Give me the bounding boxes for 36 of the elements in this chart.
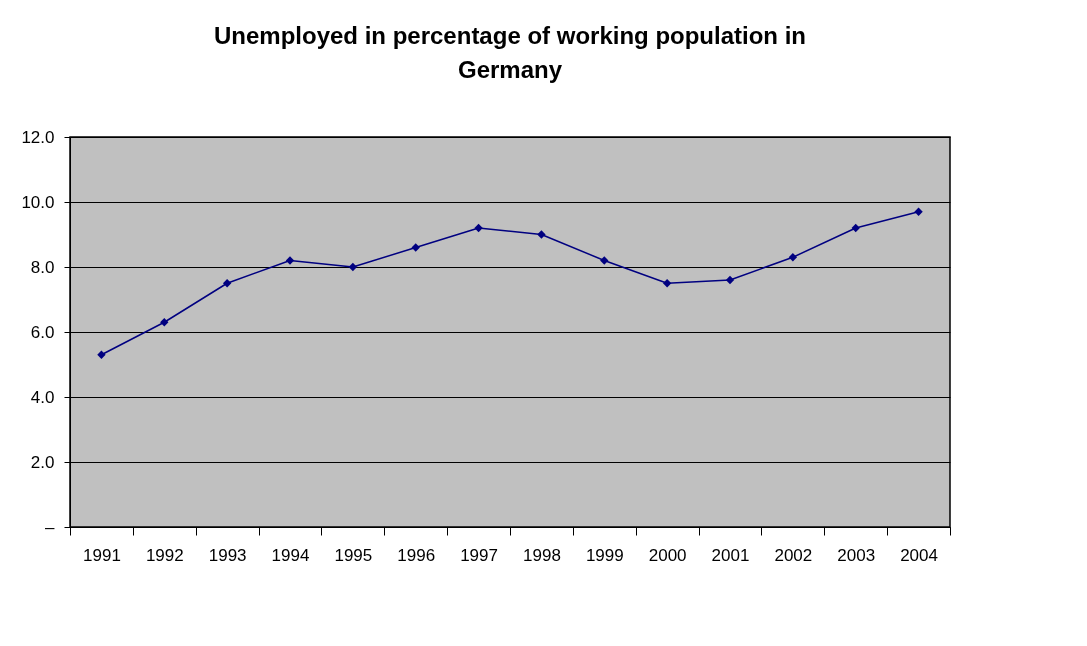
x-tick-label: 1991 — [83, 545, 121, 565]
point — [851, 223, 860, 233]
y-tick-label: 12.0 — [21, 127, 55, 147]
point — [160, 318, 169, 327]
y-tick-label: – — [45, 517, 56, 537]
x-tick-label: 1997 — [460, 545, 498, 565]
y-tick-label: 8.0 — [30, 257, 55, 277]
x-tick-label: 1993 — [208, 545, 247, 565]
x-tick-label: 2004 — [900, 545, 938, 565]
point — [662, 279, 672, 288]
y-tick-label: 10.0 — [21, 192, 55, 212]
x-tick-label: 2002 — [774, 545, 813, 565]
point — [348, 262, 358, 272]
point — [600, 256, 609, 265]
y-tick-label: 4.0 — [30, 387, 55, 407]
point — [914, 207, 923, 216]
x-tick-label: 2003 — [837, 545, 876, 565]
x-tick-label: 1995 — [334, 545, 373, 565]
x-tick-label: 1994 — [271, 545, 310, 565]
x-tick-label: 1996 — [397, 545, 436, 565]
point — [222, 279, 232, 288]
point — [725, 275, 735, 285]
x-tick-label: 1999 — [585, 545, 624, 565]
chart-title: Unemployed in percentage of working population in Germany — [213, 22, 807, 83]
x-tick-label: 2000 — [648, 545, 687, 565]
y-tick-label: 2.0 — [30, 452, 55, 472]
point — [97, 350, 106, 359]
x-tick-label: 1998 — [523, 545, 561, 565]
point — [537, 230, 546, 239]
y-tick-label: 6.0 — [30, 322, 55, 342]
point — [411, 243, 420, 252]
x-tick-label: 1992 — [145, 545, 184, 565]
point — [474, 223, 483, 233]
x-tick-label: 2001 — [711, 545, 750, 565]
point — [788, 253, 798, 262]
point — [285, 256, 295, 265]
